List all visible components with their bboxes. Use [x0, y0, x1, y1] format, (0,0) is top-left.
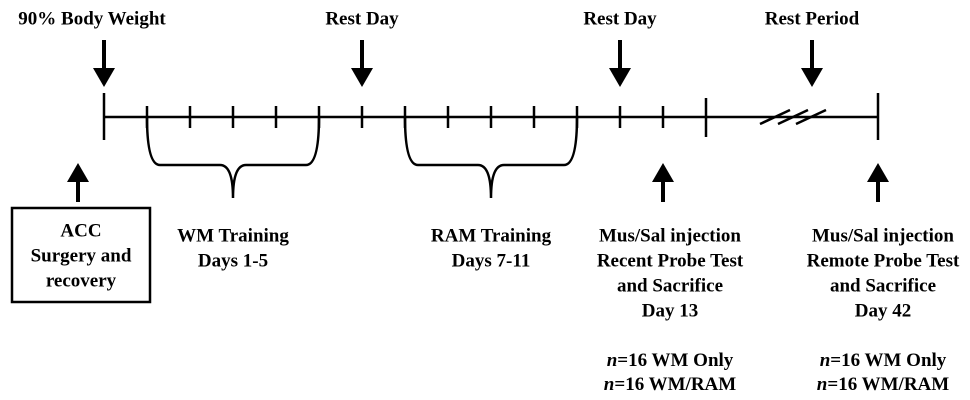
top-label: 90% Body Weight	[18, 8, 166, 29]
event-text: Day 13	[642, 300, 698, 321]
box-text: recovery	[46, 270, 117, 291]
event-text: Recent Probe Test	[597, 250, 744, 271]
event-text: Mus/Sal injection	[812, 225, 954, 246]
brace-label: WM Training	[177, 225, 289, 246]
brace-label: Days 1-5	[198, 250, 268, 271]
group-text: n=16 WM/RAM	[604, 374, 736, 395]
box-text: ACC	[60, 220, 101, 241]
group-n: n	[607, 350, 618, 371]
brace-label: Days 7-11	[452, 250, 531, 271]
event-text: and Sacrifice	[617, 275, 723, 296]
down-arrows	[93, 40, 823, 87]
group-label: =16 WM/RAM	[827, 374, 949, 395]
group-text: n=16 WM Only	[607, 350, 734, 371]
event-text: Remote Probe Test	[807, 250, 960, 271]
group-text: n=16 WM/RAM	[817, 374, 949, 395]
group-label: =16 WM Only	[617, 350, 734, 371]
group-label: =16 WM Only	[830, 350, 947, 371]
brace	[145, 116, 321, 199]
group-n: n	[604, 374, 615, 395]
event-text: Day 42	[855, 300, 911, 321]
box-text: Surgery and	[31, 245, 132, 266]
top-label: Rest Day	[583, 8, 657, 29]
top-label: Rest Day	[325, 8, 399, 29]
group-n: n	[820, 350, 831, 371]
top-label: Rest Period	[765, 8, 860, 29]
brace	[403, 116, 579, 199]
surgery-box	[10, 206, 152, 304]
event-text: Mus/Sal injection	[599, 225, 741, 246]
group-n: n	[817, 374, 828, 395]
up-arrows	[67, 163, 889, 202]
event-text: and Sacrifice	[830, 275, 936, 296]
group-label: =16 WM/RAM	[614, 374, 736, 395]
brace-label: RAM Training	[431, 225, 552, 246]
break-marks	[759, 108, 827, 126]
group-text: n=16 WM Only	[820, 350, 947, 371]
